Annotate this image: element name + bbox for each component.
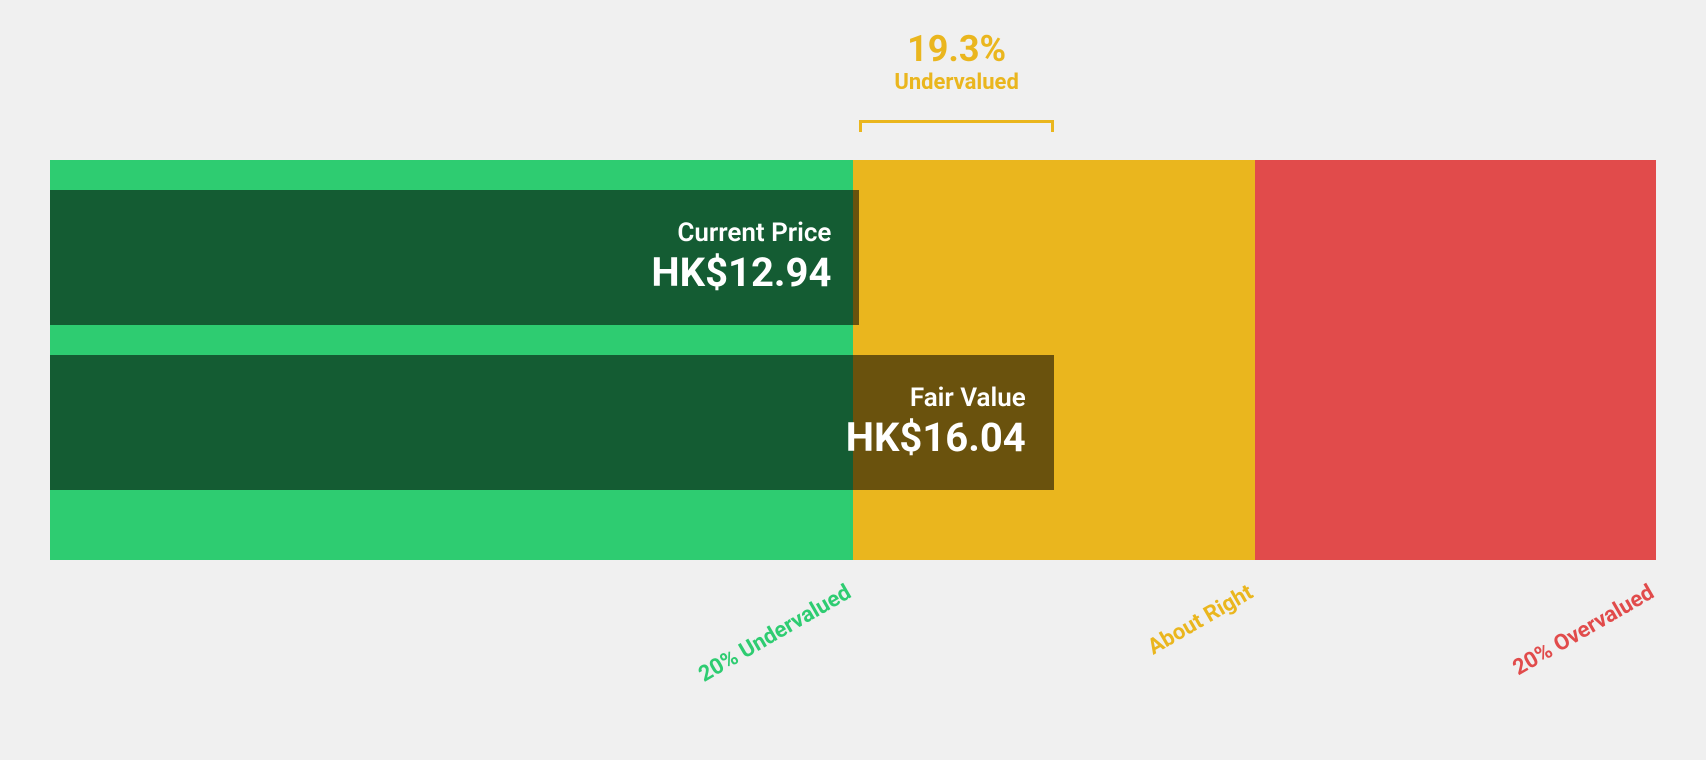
current-price-value: HK$12.94 [651,249,831,297]
callout-bracket [859,120,1053,132]
valuation-chart: 19.3% Undervalued Current Price HK$12.94… [50,0,1656,760]
zone-label-overvalued: 20% Overvalued [1473,580,1659,702]
current-price-bar: Current Price HK$12.94 [50,190,859,325]
fair-value-text: Fair Value HK$16.04 [846,383,1026,462]
zones-container: Current Price HK$12.94 Fair Value HK$16.… [50,160,1656,560]
zone-label-about-right: About Right [1071,580,1257,702]
fair-value-value: HK$16.04 [846,414,1026,462]
current-price-title: Current Price [651,218,831,249]
zone-label-undervalued: 20% Undervalued [670,580,856,702]
callout: 19.3% Undervalued [837,30,1077,96]
current-price-text: Current Price HK$12.94 [651,218,831,297]
callout-label: Undervalued [837,70,1077,96]
fair-value-bar: Fair Value HK$16.04 [50,355,1054,490]
callout-percent: 19.3% [837,30,1077,70]
zone-overvalued [1255,160,1657,560]
fair-value-title: Fair Value [846,383,1026,414]
